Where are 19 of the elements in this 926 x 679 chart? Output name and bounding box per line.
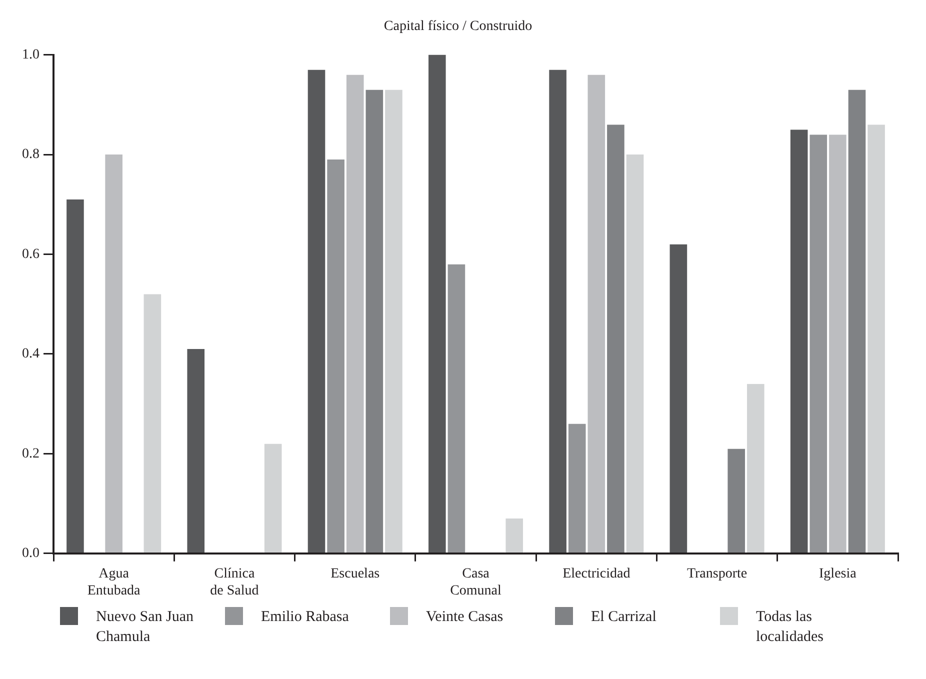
- legend-label: Nuevo San Juan Chamula: [96, 608, 194, 647]
- y-tick-label: 0.8: [22, 147, 40, 162]
- x-tick-label: Agua Entubada: [87, 566, 142, 598]
- x-tick-label: Transporte: [686, 566, 748, 582]
- legend-label: Veinte Casas: [426, 608, 504, 627]
- x-tick-label: Electricidad: [562, 566, 630, 582]
- y-tick-label: 1.0: [22, 47, 40, 62]
- legend-label: Todas las localidades: [756, 608, 824, 647]
- legend-label: Emilio Rabasa: [261, 608, 349, 627]
- y-tick-label: 0.2: [22, 446, 40, 462]
- x-tick-label: Casa Comunal: [450, 566, 502, 598]
- y-tick-label: 0.0: [22, 546, 40, 562]
- y-tick-label: 0.6: [22, 246, 40, 262]
- x-tick-label: Iglesia: [819, 566, 858, 582]
- legend-label: El Carrizal: [591, 608, 656, 627]
- x-tick-label: Escuelas: [330, 566, 380, 582]
- y-tick-label: 0.4: [22, 346, 40, 362]
- x-tick-label: Clínica de Salud: [210, 566, 259, 598]
- chart-title: Capital físico / Construido: [384, 19, 532, 34]
